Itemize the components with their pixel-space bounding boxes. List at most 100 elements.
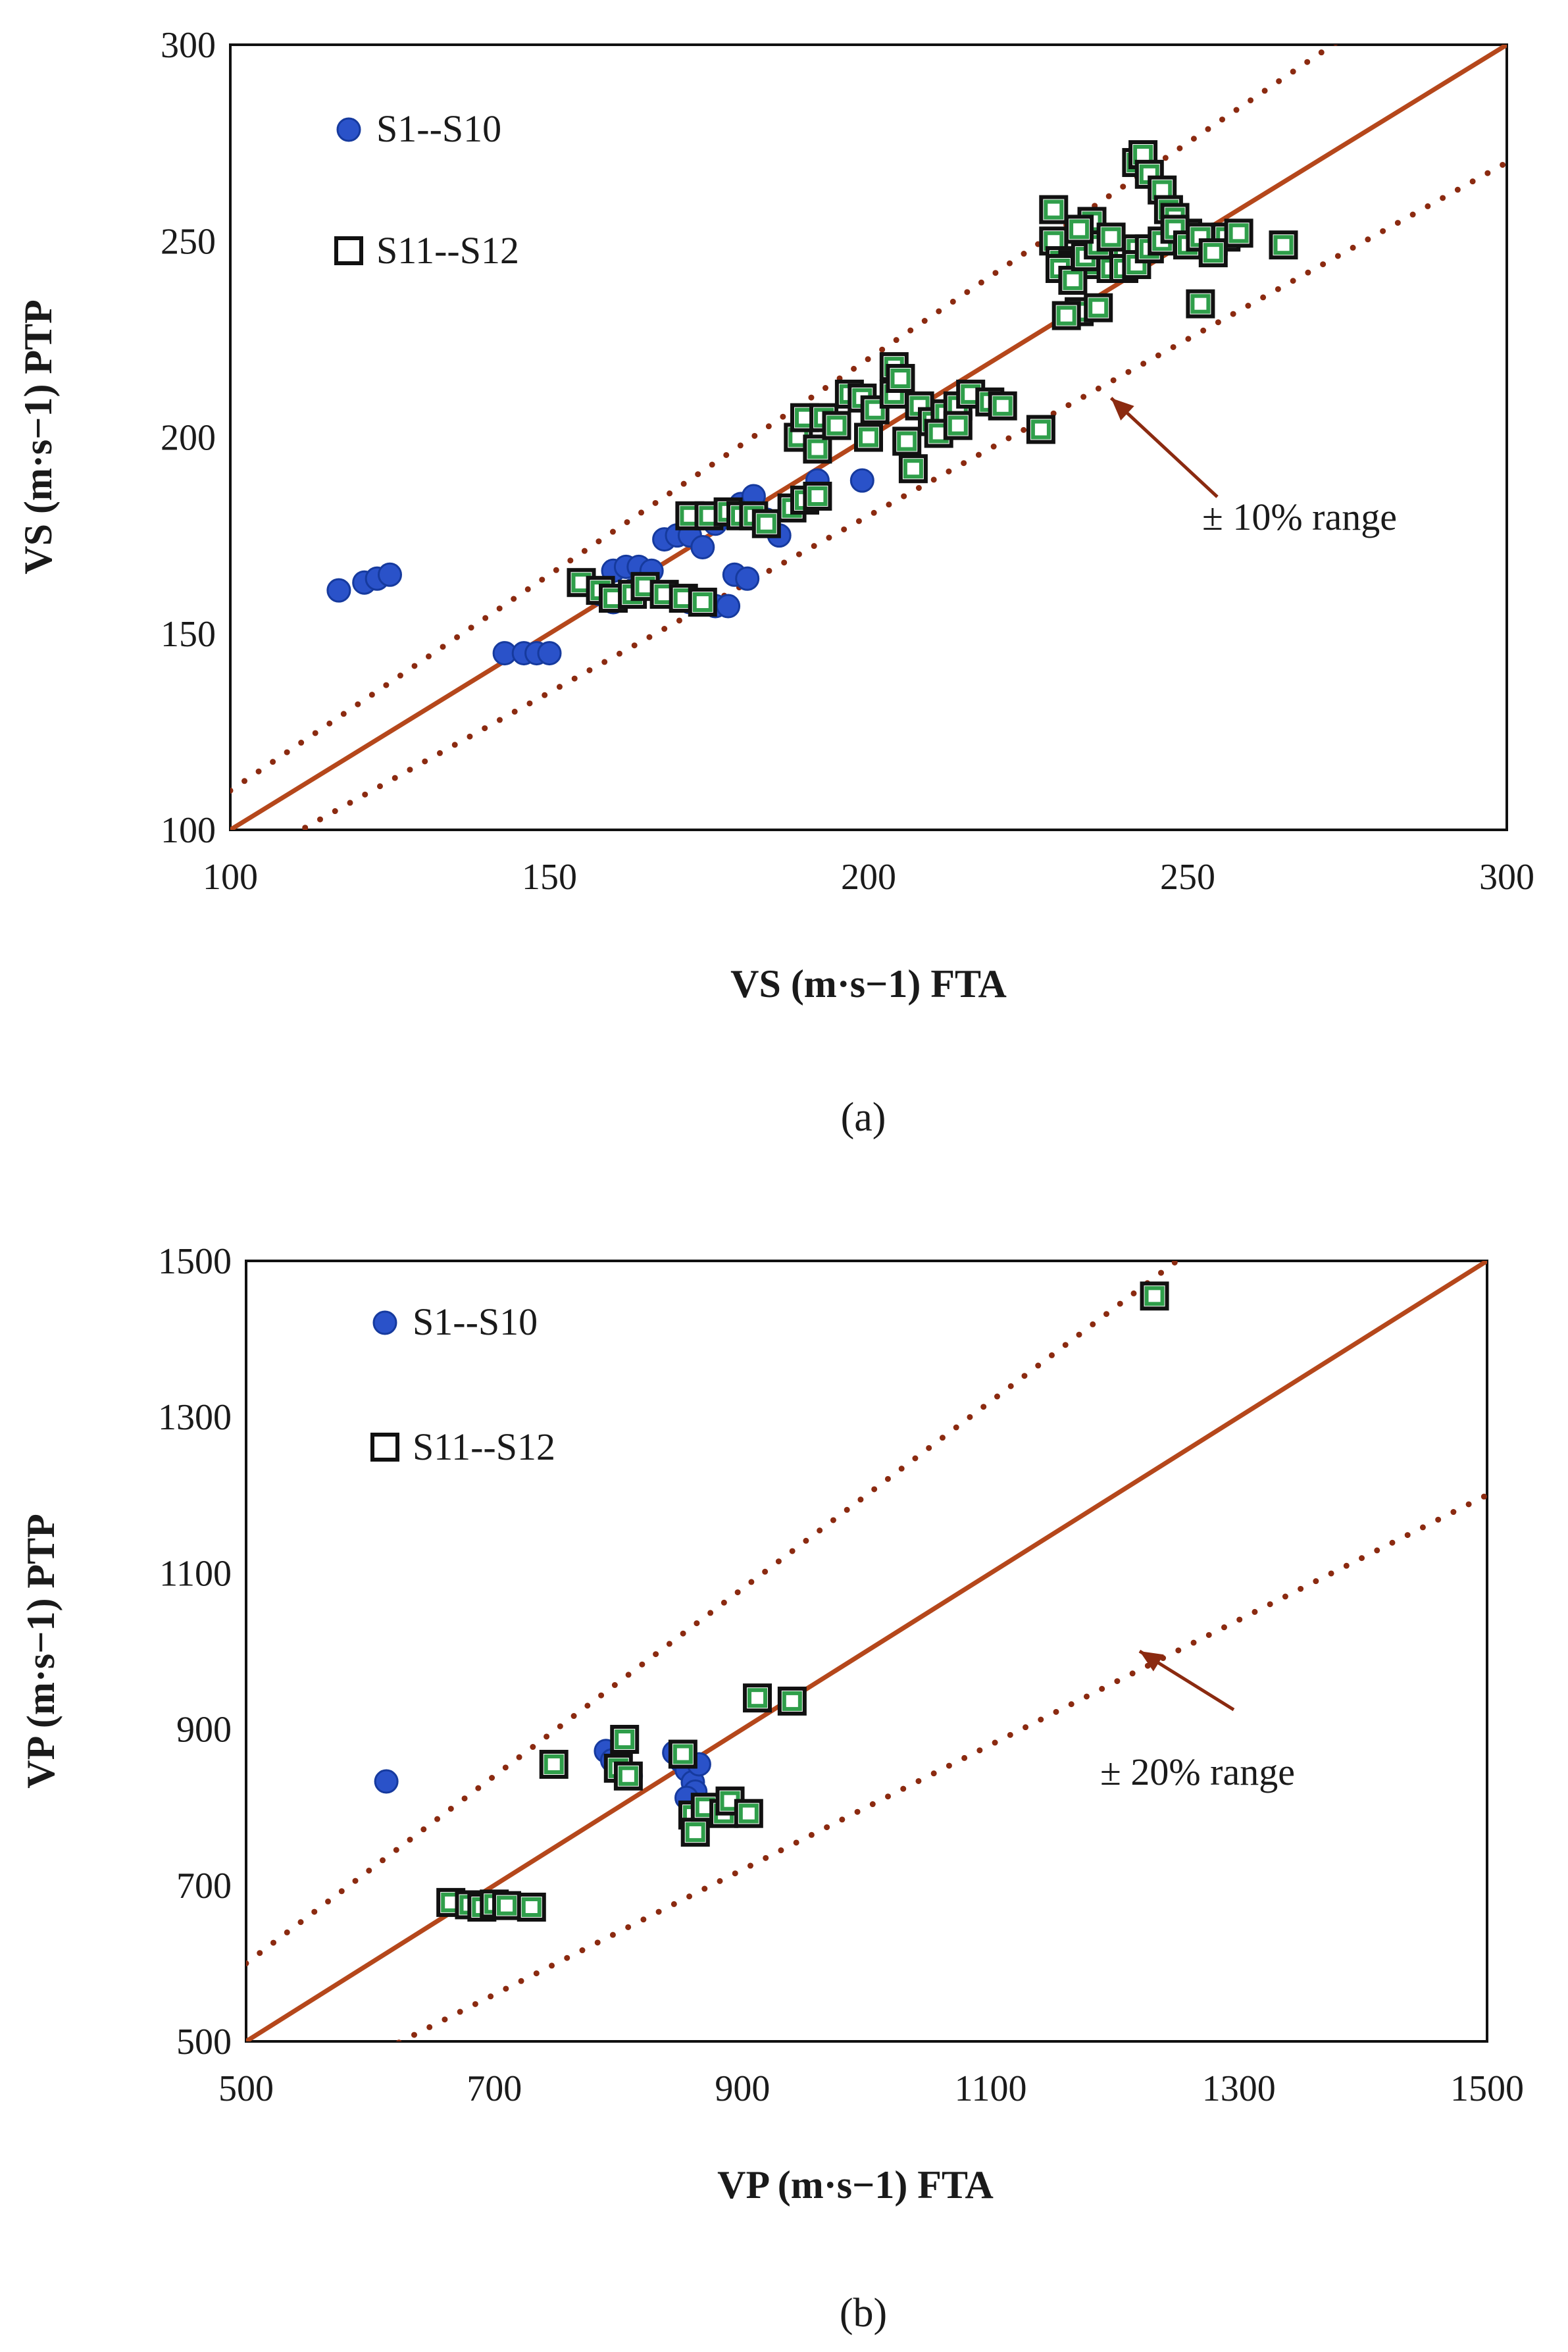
data-point-s11-s12-overlay bbox=[1069, 219, 1090, 240]
annotation-label: ± 10% range bbox=[1202, 496, 1397, 538]
y-tick-label: 1100 bbox=[159, 1553, 232, 1594]
y-tick-label: 1500 bbox=[158, 1241, 232, 1282]
x-tick-label: 100 bbox=[203, 857, 258, 898]
data-point-s11-s12-overlay bbox=[1030, 419, 1051, 440]
data-point-s11-s12-overlay bbox=[672, 1744, 693, 1764]
data-point-s11-s12-overlay bbox=[782, 1691, 802, 1711]
data-point-s11-s12-overlay bbox=[948, 415, 968, 436]
y-tick-labels: 100 150 200 250 300 bbox=[161, 25, 216, 851]
x-tick-label: 300 bbox=[1479, 857, 1534, 898]
y-tick-label: 150 bbox=[161, 614, 216, 655]
panel-label: (b) bbox=[840, 2291, 887, 2336]
legend: S1--S10 S11--S12 bbox=[334, 107, 519, 272]
y-tick-label: 300 bbox=[161, 25, 216, 66]
annotation-arrowhead bbox=[1111, 397, 1134, 421]
legend-label: S11--S12 bbox=[376, 229, 519, 272]
y-axis-title: VP (m·s−1) PTP bbox=[19, 1514, 63, 1788]
data-point-s11-s12-overlay bbox=[865, 399, 885, 420]
data-point-s11-s12-overlay bbox=[497, 1895, 517, 1916]
data-point-s11-s12-overlay bbox=[1088, 297, 1109, 318]
data-point-s11-s12-overlay bbox=[903, 459, 923, 479]
plot-frame bbox=[245, 1260, 1488, 2043]
data-point-s11-s12-overlay bbox=[890, 369, 911, 389]
y-axis-title: VS (m·s−1) PTP bbox=[16, 299, 60, 575]
x-tick-label: 200 bbox=[841, 857, 896, 898]
x-tick-label: 700 bbox=[467, 2068, 522, 2109]
data-point-s11-s12-overlay bbox=[692, 592, 713, 613]
data-point-s11-s12-overlay bbox=[615, 1729, 635, 1750]
upper-range-line bbox=[246, 1261, 1182, 1966]
data-point-s11-s12-overlay bbox=[1101, 227, 1121, 247]
x-tick-label: 500 bbox=[218, 2068, 274, 2109]
range-annotation: ± 20% range bbox=[1100, 1649, 1295, 1793]
legend-label: S11--S12 bbox=[413, 1425, 555, 1468]
data-point-s11-s12-overlay bbox=[544, 1754, 564, 1774]
legend-label: S1--S10 bbox=[376, 107, 501, 150]
data-point-s1-s10 bbox=[378, 562, 402, 587]
data-point-s11-s12-overlay bbox=[1190, 294, 1211, 314]
data-point-s11-s12-overlay bbox=[1273, 235, 1294, 255]
data-point-s11-s12-overlay bbox=[1044, 199, 1064, 220]
data-points bbox=[326, 140, 1298, 666]
legend-marker-circle bbox=[336, 117, 361, 142]
x-tick-label: 1100 bbox=[955, 2068, 1027, 2109]
data-point-s1-s10 bbox=[849, 468, 874, 493]
data-point-s11-s12-overlay bbox=[738, 1803, 759, 1824]
legend-marker-circle bbox=[372, 1310, 397, 1335]
data-point-s11-s12-overlay bbox=[859, 427, 878, 447]
data-point-s11-s12-overlay bbox=[897, 431, 917, 451]
data-point-s1-s10 bbox=[374, 1769, 399, 1794]
x-tick-label: 1500 bbox=[1450, 2068, 1524, 2109]
data-point-s11-s12-overlay bbox=[756, 513, 776, 534]
y-tick-label: 250 bbox=[161, 221, 216, 262]
data-point-s11-s12-overlay bbox=[1203, 243, 1223, 263]
annotation-arrow bbox=[1109, 397, 1219, 498]
data-point-s11-s12-overlay bbox=[807, 486, 828, 506]
identity-line bbox=[246, 1261, 1487, 2041]
annotation-arrowhead bbox=[1139, 1651, 1164, 1672]
y-tick-label: 900 bbox=[176, 1710, 232, 1751]
data-point-s1-s10 bbox=[716, 594, 741, 619]
lower-range-line bbox=[394, 1492, 1487, 2041]
data-point-s1-s10 bbox=[690, 535, 715, 560]
data-point-s11-s12-overlay bbox=[1056, 305, 1076, 326]
data-point-s11-s12-overlay bbox=[618, 1766, 638, 1786]
range-annotation: ± 10% range bbox=[1109, 397, 1397, 538]
legend: S1--S10 S11--S12 bbox=[370, 1300, 555, 1468]
data-point-s11-s12-overlay bbox=[1063, 270, 1083, 290]
data-point-s11-s12-overlay bbox=[521, 1897, 542, 1918]
x-axis-title: VS (m·s−1) FTA bbox=[730, 962, 1007, 1006]
x-axis-title: VP (m·s−1) FTA bbox=[717, 2163, 994, 2207]
data-point-s1-s10 bbox=[326, 578, 351, 603]
x-tick-label: 250 bbox=[1160, 857, 1215, 898]
data-point-s11-s12-overlay bbox=[1228, 223, 1249, 243]
y-tick-label: 500 bbox=[176, 2022, 232, 2062]
y-tick-label: 200 bbox=[161, 418, 216, 459]
x-tick-labels: 500 700 900 1100 1300 1500 bbox=[218, 2068, 1524, 2109]
upper-range-line bbox=[230, 45, 1338, 794]
x-tick-label: 900 bbox=[715, 2068, 770, 2109]
y-tick-label: 1300 bbox=[158, 1397, 232, 1438]
data-point-s11-s12-overlay bbox=[826, 415, 847, 436]
data-point-s1-s10 bbox=[735, 566, 760, 591]
data-point-s11-s12-overlay bbox=[807, 439, 828, 459]
data-point-s11-s12-overlay bbox=[1144, 1286, 1165, 1306]
legend-marker-square bbox=[334, 236, 363, 265]
reference-lines bbox=[246, 1261, 1487, 2041]
plot-frame bbox=[229, 43, 1508, 831]
data-point-s11-s12-overlay bbox=[747, 1688, 768, 1708]
x-tick-label: 150 bbox=[522, 857, 577, 898]
y-tick-label: 100 bbox=[161, 810, 216, 851]
panel-label: (a) bbox=[841, 1095, 886, 1140]
legend-marker-square bbox=[370, 1433, 399, 1462]
x-tick-label: 1300 bbox=[1202, 2068, 1276, 2109]
data-point-s11-s12-overlay bbox=[992, 396, 1013, 416]
lower-range-line bbox=[295, 159, 1507, 830]
data-point-s11-s12-overlay bbox=[685, 1822, 705, 1843]
x-tick-labels: 100 150 200 250 300 bbox=[203, 857, 1534, 898]
annotation-label: ± 20% range bbox=[1100, 1751, 1295, 1793]
legend-label: S1--S10 bbox=[413, 1300, 538, 1343]
y-tick-labels: 500 700 900 1100 1300 1500 bbox=[158, 1241, 232, 2062]
